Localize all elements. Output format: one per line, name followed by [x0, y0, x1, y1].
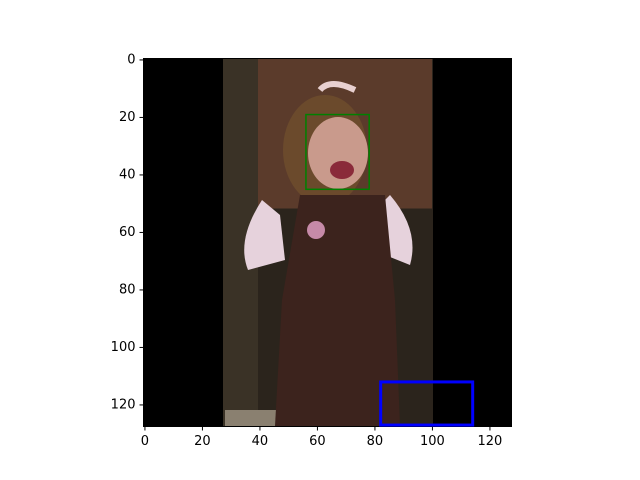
bounding-box: [305, 113, 370, 191]
dress: [275, 195, 400, 426]
y-tick-label: 20: [119, 110, 136, 125]
y-tick-label: 60: [119, 225, 136, 240]
x-tick-label: 40: [252, 434, 269, 449]
axes-frame: [143, 58, 512, 427]
image: [143, 58, 512, 427]
y-tick-label: 120: [111, 397, 136, 412]
left-sleeve: [244, 200, 285, 270]
x-tick-label: 60: [309, 434, 326, 449]
headband: [317, 81, 357, 93]
x-tick-label: 20: [194, 434, 211, 449]
y-tick-label: 0: [127, 52, 135, 67]
x-tick-label: 120: [478, 434, 503, 449]
x-tick-label: 80: [367, 434, 384, 449]
y-tick-label: 40: [119, 167, 136, 182]
flower: [307, 221, 325, 239]
bounding-box: [379, 380, 475, 427]
x-tick-label: 100: [420, 434, 445, 449]
y-tick-label: 100: [111, 340, 136, 355]
y-tick-label: 80: [119, 282, 136, 297]
x-tick-label: 0: [141, 434, 149, 449]
mouth: [330, 161, 354, 179]
